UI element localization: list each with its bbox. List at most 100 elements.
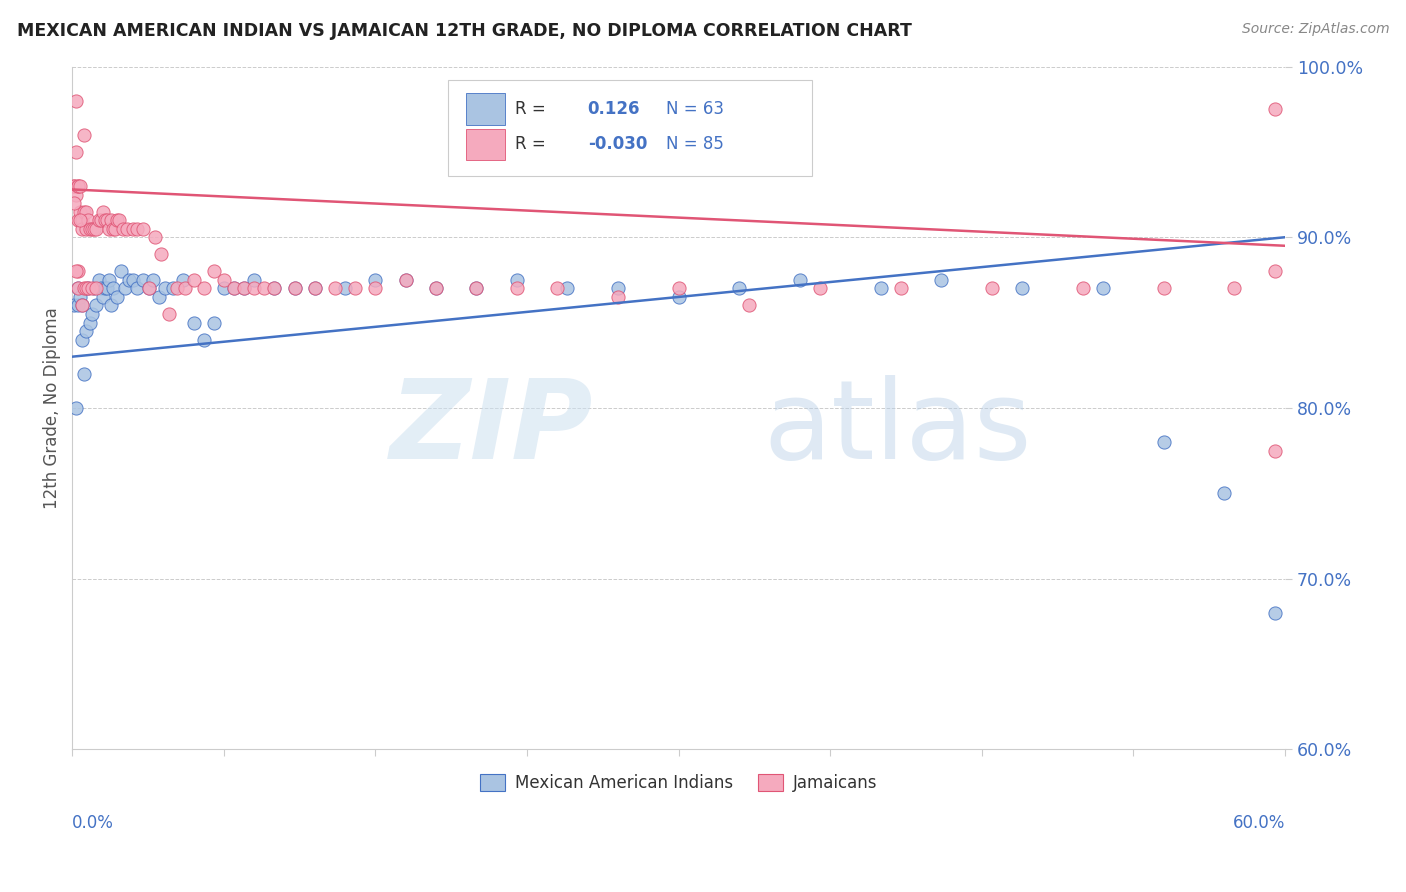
Point xyxy=(243,281,266,295)
Text: R =: R = xyxy=(515,136,551,153)
Point xyxy=(105,290,128,304)
Point xyxy=(87,213,110,227)
Text: 0.0%: 0.0% xyxy=(72,814,114,832)
Point xyxy=(82,281,104,295)
Point xyxy=(1264,606,1286,620)
Point xyxy=(75,281,97,295)
Point xyxy=(808,281,831,295)
Point xyxy=(93,281,115,295)
Point xyxy=(138,281,160,295)
Point xyxy=(72,213,94,227)
Point xyxy=(69,204,91,219)
Point xyxy=(72,221,94,235)
Point xyxy=(789,273,811,287)
Point xyxy=(1213,486,1236,500)
Point xyxy=(202,316,225,330)
Point xyxy=(728,281,751,295)
Point xyxy=(738,298,761,312)
Point xyxy=(333,281,356,295)
Point xyxy=(143,230,166,244)
Point xyxy=(67,179,90,194)
Point xyxy=(607,281,630,295)
Point xyxy=(79,221,101,235)
Point xyxy=(63,298,86,312)
Point xyxy=(465,281,488,295)
Point xyxy=(263,281,285,295)
Text: Source: ZipAtlas.com: Source: ZipAtlas.com xyxy=(1241,22,1389,37)
Point xyxy=(172,273,194,287)
Point xyxy=(73,367,96,381)
Point xyxy=(67,281,90,295)
Point xyxy=(465,281,488,295)
Text: N = 85: N = 85 xyxy=(666,136,724,153)
Point xyxy=(425,281,447,295)
Point xyxy=(83,281,105,295)
Point xyxy=(77,213,100,227)
Point xyxy=(104,221,127,235)
Point xyxy=(69,213,91,227)
Point xyxy=(212,273,235,287)
Point xyxy=(67,179,90,194)
Point xyxy=(75,324,97,338)
Point xyxy=(73,204,96,219)
Point xyxy=(395,273,418,287)
Point xyxy=(364,281,387,295)
Text: 0.126: 0.126 xyxy=(588,100,640,118)
Point xyxy=(73,128,96,142)
Point xyxy=(77,281,100,295)
Point xyxy=(1153,435,1175,450)
Point xyxy=(105,213,128,227)
Point xyxy=(69,179,91,194)
Point xyxy=(157,307,180,321)
Point xyxy=(63,196,86,211)
Point xyxy=(323,281,346,295)
Point xyxy=(87,273,110,287)
Point xyxy=(115,221,138,235)
Point xyxy=(869,281,891,295)
Point xyxy=(304,281,326,295)
Point xyxy=(1264,443,1286,458)
Point xyxy=(75,221,97,235)
Text: -0.030: -0.030 xyxy=(588,136,647,153)
Point xyxy=(67,264,90,278)
Point xyxy=(148,290,170,304)
Point xyxy=(101,221,124,235)
Point xyxy=(73,281,96,295)
Point xyxy=(86,281,108,295)
Point xyxy=(77,281,100,295)
Point xyxy=(65,94,87,108)
Point xyxy=(1264,264,1286,278)
Legend: Mexican American Indians, Jamaicans: Mexican American Indians, Jamaicans xyxy=(472,767,884,799)
Text: R =: R = xyxy=(515,100,551,118)
Point xyxy=(222,281,245,295)
Point xyxy=(253,281,276,295)
Point xyxy=(546,281,568,295)
Point xyxy=(1071,281,1094,295)
Point xyxy=(67,298,90,312)
Point xyxy=(63,179,86,194)
Point xyxy=(183,316,205,330)
Point xyxy=(222,281,245,295)
Point xyxy=(174,281,197,295)
Point xyxy=(86,221,108,235)
Point xyxy=(89,213,111,227)
Point xyxy=(395,273,418,287)
Point xyxy=(89,281,111,295)
Point xyxy=(114,281,136,295)
Point xyxy=(91,204,114,219)
Point xyxy=(162,281,184,295)
Point xyxy=(96,213,118,227)
Point xyxy=(931,273,953,287)
Point xyxy=(79,316,101,330)
Point xyxy=(668,290,690,304)
Text: MEXICAN AMERICAN INDIAN VS JAMAICAN 12TH GRADE, NO DIPLOMA CORRELATION CHART: MEXICAN AMERICAN INDIAN VS JAMAICAN 12TH… xyxy=(17,22,911,40)
Text: atlas: atlas xyxy=(763,375,1032,482)
Point xyxy=(233,281,256,295)
Point xyxy=(202,264,225,278)
Point xyxy=(97,221,120,235)
Point xyxy=(364,273,387,287)
Point xyxy=(93,213,115,227)
Point xyxy=(668,281,690,295)
Point xyxy=(97,273,120,287)
Point xyxy=(890,281,912,295)
